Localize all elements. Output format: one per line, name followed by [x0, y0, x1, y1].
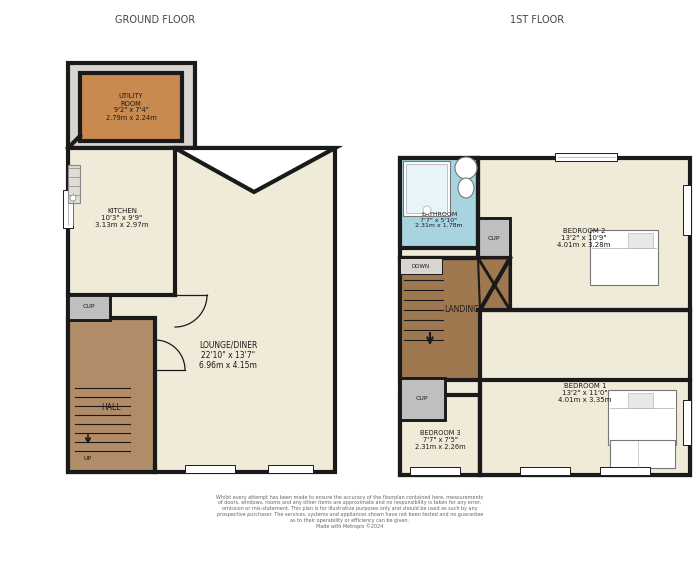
Text: KITCHEN
10'3" x 9'9"
3.13m x 2.97m: KITCHEN 10'3" x 9'9" 3.13m x 2.97m [95, 208, 148, 228]
Text: UTILITY
ROOM
9'2" x 7'4"
2.79m x 2.24m: UTILITY ROOM 9'2" x 7'4" 2.79m x 2.24m [106, 93, 156, 120]
Bar [400, 378, 445, 420]
Text: CUP: CUP [416, 397, 428, 402]
Bar [480, 310, 690, 475]
Bar [68, 295, 110, 320]
Text: BATHROOM
7'7" x 5'10"
2.31m x 1.78m: BATHROOM 7'7" x 5'10" 2.31m x 1.78m [415, 212, 463, 228]
Bar [80, 73, 182, 141]
Text: GROUND FLOOR: GROUND FLOOR [115, 15, 195, 25]
Text: 1ST FLOOR: 1ST FLOOR [510, 15, 564, 25]
Text: Whilst every attempt has been made to ensure the accuracy of the floorplan conta: Whilst every attempt has been made to en… [216, 494, 484, 529]
Text: BEDROOM 2
13'2" x 10'9"
4.01m x 3.28m: BEDROOM 2 13'2" x 10'9" 4.01m x 3.28m [557, 228, 610, 248]
Text: CUP: CUP [488, 236, 500, 241]
Bar [600, 467, 650, 475]
Bar [590, 230, 658, 285]
Bar [410, 467, 460, 475]
Text: DOWN: DOWN [412, 263, 430, 268]
Text: BEDROOM 3
7'7" x 7'5"
2.31m x 2.26m: BEDROOM 3 7'7" x 7'5" 2.31m x 2.26m [414, 430, 466, 450]
Bar [400, 258, 442, 274]
Bar [68, 63, 195, 148]
Bar [68, 318, 155, 472]
Bar [400, 258, 510, 380]
Bar [268, 465, 313, 473]
Bar [628, 233, 653, 248]
Text: CUP: CUP [83, 305, 95, 310]
Circle shape [455, 157, 477, 179]
Bar [68, 148, 335, 472]
Bar [400, 158, 690, 475]
Polygon shape [478, 258, 510, 310]
Bar [610, 440, 675, 468]
Circle shape [70, 195, 76, 201]
Circle shape [423, 206, 431, 214]
Bar [63, 190, 73, 228]
Bar [520, 467, 570, 475]
Ellipse shape [458, 178, 474, 198]
Bar [555, 153, 617, 161]
Bar [683, 400, 691, 445]
Bar [400, 395, 480, 475]
Bar [628, 393, 653, 408]
Text: LOUNGE/DINER
22'10" x 13'7"
6.96m x 4.15m: LOUNGE/DINER 22'10" x 13'7" 6.96m x 4.15… [199, 340, 257, 370]
Bar [185, 465, 235, 473]
Text: LANDING: LANDING [444, 306, 480, 315]
Bar [406, 164, 447, 213]
Polygon shape [478, 258, 510, 310]
Bar [403, 161, 450, 216]
Bar [400, 158, 478, 248]
Polygon shape [175, 148, 335, 192]
Bar [478, 218, 510, 258]
Text: HALL: HALL [102, 403, 120, 412]
Text: BEDROOM 1
13'2" x 11'0"
4.01m x 3.35m: BEDROOM 1 13'2" x 11'0" 4.01m x 3.35m [559, 383, 612, 403]
Bar [68, 165, 80, 203]
Bar [608, 390, 676, 445]
Text: UP: UP [84, 455, 92, 460]
Bar [683, 185, 691, 235]
